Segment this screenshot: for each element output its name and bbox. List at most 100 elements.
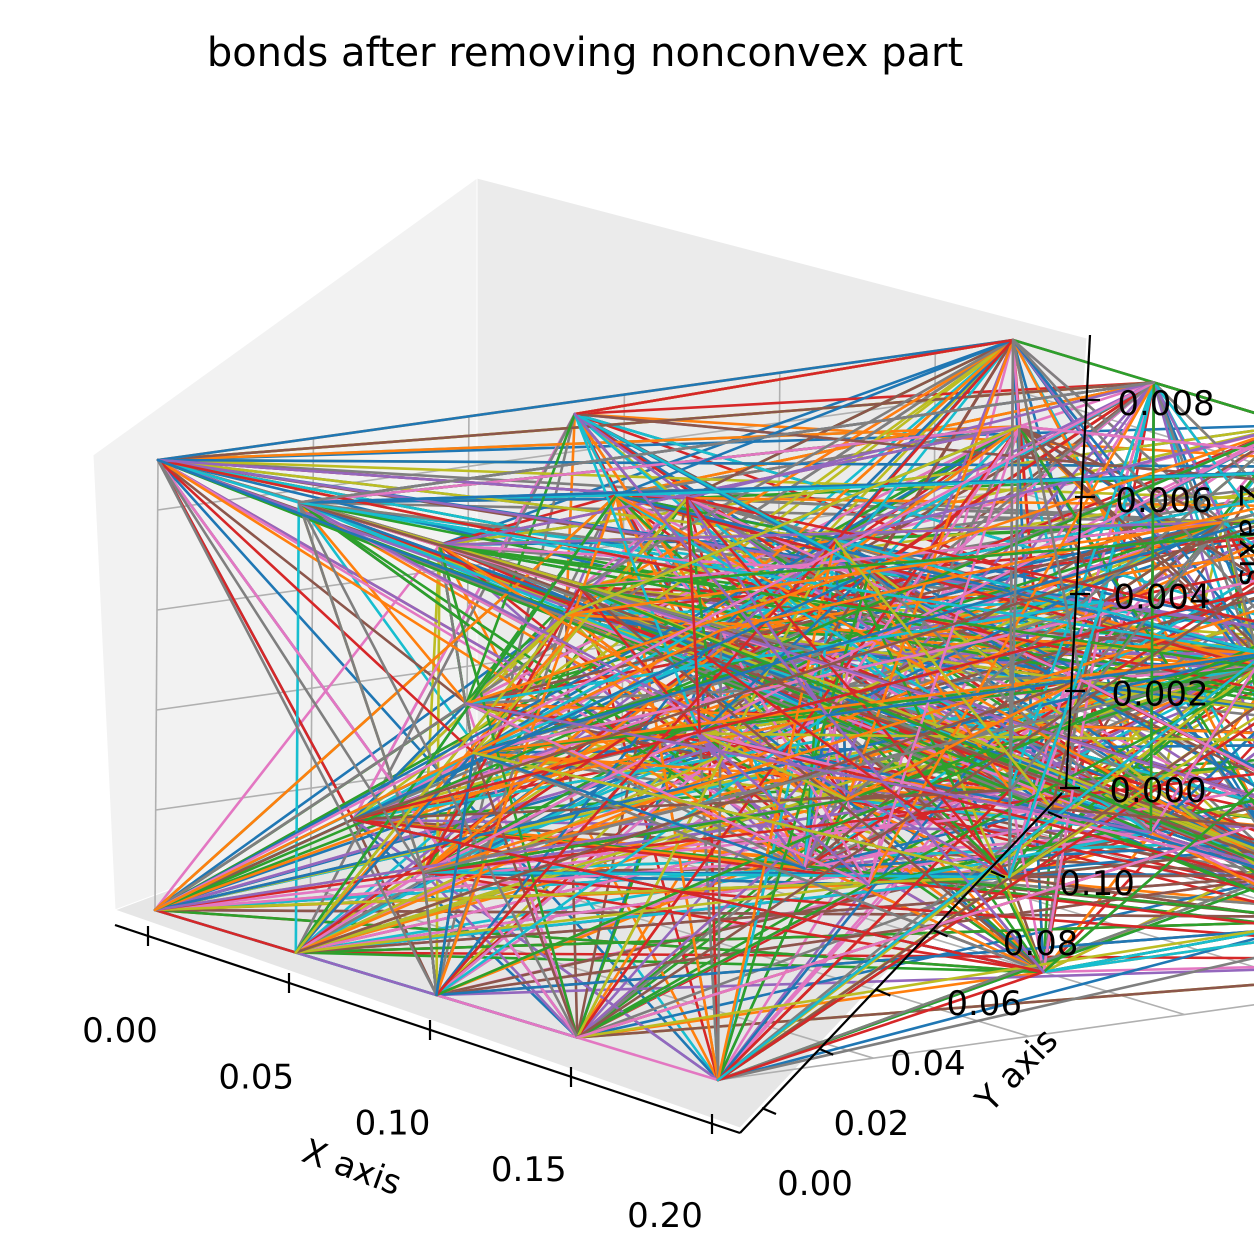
bond-line: [1079, 574, 1254, 682]
bond-line: [615, 472, 1254, 497]
bond-line: [578, 586, 702, 735]
bond-line: [845, 788, 1012, 802]
grid-line-x: [717, 1003, 1254, 1081]
bond-line: [573, 412, 1254, 481]
bond-line: [685, 496, 1254, 776]
y-tick-mark: [875, 988, 891, 997]
bond-line: [294, 493, 618, 954]
bond-line: [1149, 381, 1156, 834]
bond-line: [153, 798, 849, 912]
bond-line: [351, 570, 872, 821]
bond-line: [685, 496, 702, 735]
bond-line: [297, 501, 582, 589]
bond-line: [1011, 338, 1083, 682]
bond-line: [1149, 731, 1254, 834]
bond-line: [156, 458, 475, 755]
bond-line: [818, 338, 1015, 656]
y-axis-line: [739, 792, 1063, 1134]
z-axis-label: Z axis: [1231, 484, 1254, 586]
bond-line: [156, 338, 1015, 462]
bond-line: [297, 425, 1021, 504]
bond-line: [1152, 381, 1254, 415]
bond-line: [438, 543, 1254, 669]
x-ticks: 0.00 0.05 0.10 0.15 0.20: [82, 926, 714, 1236]
bond-line: [156, 458, 438, 997]
x-axis-line: [114, 923, 741, 1135]
bond-line: [845, 678, 1083, 802]
bond-line: [825, 714, 1012, 792]
bond-line: [422, 586, 582, 874]
bond-line: [153, 662, 1254, 912]
bond-line: [422, 870, 438, 997]
bond-line: [156, 458, 468, 705]
bond-line: [833, 433, 1254, 542]
bond-line: [438, 425, 1021, 547]
bond-line: [1011, 338, 1254, 675]
bond-line: [465, 412, 577, 705]
y-tick-mark: [818, 1047, 834, 1056]
bond-line: [351, 412, 577, 821]
bond-line: [698, 732, 1254, 742]
bond-line: [698, 732, 1254, 879]
bond-line: [153, 520, 1225, 912]
bond-line: [573, 412, 723, 632]
axes-layer: [114, 334, 1092, 1135]
bond-line: [1050, 807, 1254, 828]
bond-line: [573, 412, 1045, 974]
bond-line: [698, 732, 849, 802]
bond-line: [564, 425, 1021, 617]
bond-line: [1042, 787, 1254, 974]
bond-line: [156, 458, 568, 617]
bond-line: [351, 590, 1254, 821]
bond-line: [1042, 931, 1254, 974]
bond-line: [465, 702, 1153, 834]
bond-line: [705, 655, 1011, 879]
bond-line: [868, 536, 1254, 574]
bond-line: [698, 570, 872, 735]
bond-line: [1008, 788, 1045, 974]
bond-line: [153, 538, 837, 912]
bond-line: [575, 652, 822, 1039]
bond-line: [156, 458, 837, 542]
x-tick-label: 0.15: [491, 1150, 567, 1190]
bond-line: [833, 538, 1053, 810]
bond-line: [422, 772, 1254, 874]
z-ticks: 0.000 0.002 0.004 0.006 0.008: [1060, 384, 1215, 811]
z-tick-label: 0.006: [1115, 481, 1212, 521]
bond-line: [153, 493, 618, 912]
bond-line: [833, 538, 1254, 666]
bond-line: [1007, 716, 1254, 879]
bond-line: [564, 613, 1254, 655]
bond-line: [435, 338, 1015, 997]
bond-line: [1018, 425, 1254, 451]
bond-line: [578, 586, 1045, 974]
bond-line: [1007, 875, 1254, 915]
bond-line: [1101, 571, 1254, 604]
x-tick-label: 0.10: [355, 1104, 431, 1144]
y-tick-label: 0.04: [890, 1044, 966, 1084]
bond-line: [438, 543, 579, 1039]
bond-line: [1079, 619, 1254, 682]
bond-line: [615, 493, 1153, 834]
bond-line: [153, 381, 1156, 912]
z-tick-label: 0.002: [1111, 674, 1208, 714]
bond-line: [578, 338, 1015, 589]
bond-line: [716, 970, 1045, 1082]
bond-line: [564, 338, 1015, 617]
bond-line: [803, 678, 1083, 870]
bond-line: [578, 520, 1225, 589]
bond-line: [575, 1036, 720, 1082]
bond-line: [472, 751, 806, 870]
y-tick-label: 0.06: [946, 984, 1022, 1024]
y-tick-mark: [990, 870, 1006, 879]
bond-line: [294, 613, 568, 954]
bond-line: [803, 842, 1254, 870]
bond-line: [1042, 941, 1254, 974]
bond-line: [153, 425, 1021, 912]
bond-line: [351, 818, 1045, 974]
bond-line: [1221, 520, 1254, 554]
z-axis-line: [1064, 334, 1092, 789]
bond-line: [1008, 520, 1225, 792]
y-tick-label: 0.10: [1059, 864, 1135, 904]
